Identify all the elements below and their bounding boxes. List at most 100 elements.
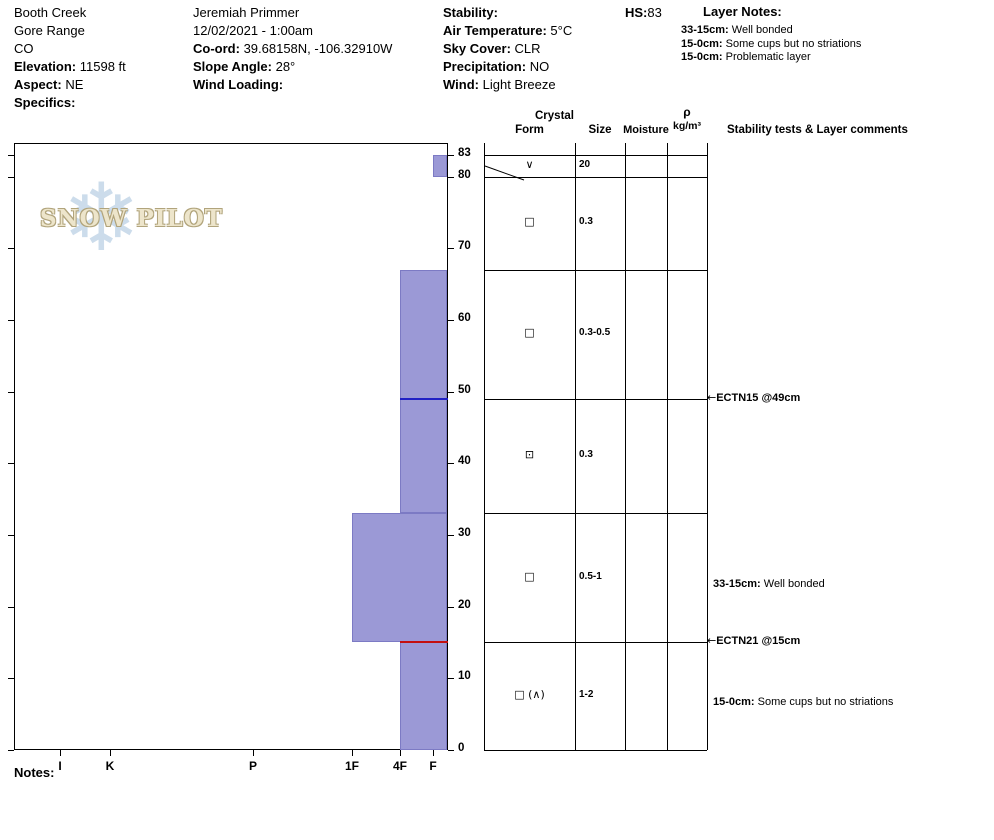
moisture-header: Moisture bbox=[623, 124, 669, 136]
wind-value: Light Breeze bbox=[482, 77, 556, 92]
hs-line: HS:83 bbox=[625, 4, 662, 22]
air-temp-label: Air Temperature: bbox=[443, 23, 547, 38]
size-header: Size bbox=[588, 124, 612, 136]
layer-note-2-range: 15-0cm: bbox=[681, 37, 723, 50]
aspect-line: Aspect: NE bbox=[14, 76, 126, 94]
test-marker-line bbox=[400, 397, 448, 400]
depth-label: 20 bbox=[458, 598, 471, 611]
hardness-tick bbox=[433, 750, 434, 756]
depth-label: 30 bbox=[458, 526, 471, 539]
crystal-form: □ bbox=[524, 215, 535, 229]
hardness-bar bbox=[433, 155, 447, 177]
elevation-line: Elevation: 11598 ft bbox=[14, 58, 126, 76]
hs-label: HS: bbox=[625, 5, 648, 20]
depth-tick-right bbox=[448, 176, 454, 178]
observer-name: Jeremiah Primmer bbox=[193, 5, 300, 20]
wind-loading-label: Wind Loading: bbox=[193, 77, 284, 92]
depth-tick-right bbox=[448, 750, 454, 751]
precip-value: NO bbox=[529, 59, 550, 74]
precip-label: Precipitation: bbox=[443, 59, 527, 74]
density-units-header: kg/m³ bbox=[672, 120, 701, 132]
depth-label: 40 bbox=[458, 455, 471, 468]
layer-comment: 15-0cm: Some cups but no striations bbox=[713, 696, 894, 709]
test-marker-line bbox=[400, 641, 448, 644]
depth-tick-right bbox=[448, 463, 454, 465]
depth-tick-right bbox=[448, 319, 454, 321]
layer-note-2-text: Some cups but no striations bbox=[725, 37, 862, 50]
depth-label: 70 bbox=[458, 240, 471, 253]
left-arrow-icon: ← bbox=[707, 390, 717, 404]
table-vline bbox=[484, 143, 485, 750]
hardness-label: I bbox=[58, 759, 62, 773]
aspect-value: NE bbox=[65, 77, 84, 92]
form-header: Form bbox=[515, 124, 544, 136]
layer-comment: 33-15cm: Well bonded bbox=[713, 578, 825, 591]
depth-tick-left bbox=[8, 391, 14, 393]
hardness-bar bbox=[400, 642, 447, 750]
depth-tick-left bbox=[8, 463, 14, 465]
air-temp-line: Air Temperature: 5°C bbox=[443, 22, 572, 40]
depth-tick-right bbox=[448, 678, 454, 680]
sky-cover-value: CLR bbox=[514, 41, 541, 56]
crystal-form: □ (∧) bbox=[514, 688, 545, 702]
test-label: ←ECTN21 @15cm bbox=[707, 634, 800, 647]
aspect-label: Aspect: bbox=[14, 77, 62, 92]
air-temp-value: 5°C bbox=[550, 23, 573, 38]
hardness-bar bbox=[400, 398, 447, 514]
table-vline bbox=[575, 143, 576, 750]
test-label-text: ECTN21 @15cm bbox=[716, 635, 801, 648]
surface-slope-line bbox=[484, 165, 525, 181]
depth-label: 80 bbox=[458, 168, 471, 181]
sky-cover-label: Sky Cover: bbox=[443, 41, 511, 56]
crystal-size: 0.3-0.5 bbox=[579, 327, 611, 339]
depth-tick-left bbox=[8, 319, 14, 321]
layer-note-2: 15-0cm: Some cups but no striations bbox=[681, 38, 861, 52]
crystal-form: ∨ bbox=[525, 157, 534, 171]
depth-tick-right bbox=[448, 606, 454, 608]
depth-tick-right bbox=[448, 391, 454, 393]
hardness-tick bbox=[110, 750, 111, 756]
left-arrow-icon: ← bbox=[707, 634, 717, 648]
depth-label: 10 bbox=[458, 670, 471, 683]
layer-notes-title: Layer Notes: bbox=[703, 4, 782, 19]
hardness-label: P bbox=[248, 759, 257, 773]
hardness-tick bbox=[352, 750, 353, 756]
depth-tick-left bbox=[8, 678, 14, 680]
depth-label: 83 bbox=[458, 147, 471, 159]
hardness-label: F bbox=[429, 759, 437, 773]
depth-tick-right bbox=[448, 534, 454, 536]
depth-tick-left bbox=[8, 534, 14, 536]
layer-note-1-range: 33-15cm: bbox=[681, 24, 729, 36]
table-row-line bbox=[484, 269, 707, 271]
crystal-size: 0.5-1 bbox=[579, 570, 602, 582]
coord-value: 39.68158N, -106.32910W bbox=[243, 41, 393, 56]
table-vline bbox=[667, 143, 668, 750]
sky-cover-line: Sky Cover: CLR bbox=[443, 40, 572, 58]
layer-comment-range: 15-0cm: bbox=[713, 696, 755, 709]
table-row-line bbox=[484, 750, 707, 751]
crystal-header: Crystal bbox=[535, 110, 574, 122]
hardness-bar bbox=[352, 513, 447, 643]
crystal-form: □ bbox=[524, 569, 535, 583]
notes-label: Notes: bbox=[14, 765, 55, 780]
table-row-line bbox=[484, 642, 707, 644]
hs-value: 83 bbox=[647, 5, 662, 20]
pit-datetime: 12/02/2021 - 1:00am bbox=[193, 23, 313, 38]
slope-angle-value: 28° bbox=[275, 59, 296, 74]
test-label: ←ECTN15 @49cm bbox=[707, 391, 800, 404]
location-block: Booth Creek Gore Range CO Elevation: 115… bbox=[14, 4, 126, 112]
hardness-tick bbox=[400, 750, 401, 756]
crystal-size: 0.3 bbox=[579, 449, 593, 461]
crystal-size: 20 bbox=[579, 158, 591, 170]
density-symbol-header: ρ bbox=[683, 105, 691, 119]
depth-tick-left bbox=[8, 606, 14, 608]
site-range: Gore Range bbox=[14, 23, 85, 38]
table-row-line bbox=[484, 155, 707, 156]
test-label-text: ECTN15 @49cm bbox=[716, 391, 801, 404]
conditions-block: Stability: Air Temperature: 5°C Sky Cove… bbox=[443, 4, 572, 94]
layer-note-3-range: 15-0cm: bbox=[681, 51, 723, 63]
depth-tick-right bbox=[448, 155, 454, 156]
observer-block: Jeremiah Primmer 12/02/2021 - 1:00am Co-… bbox=[193, 4, 392, 94]
hardness-bar bbox=[400, 269, 447, 399]
crystal-size: 0.3 bbox=[579, 216, 593, 228]
